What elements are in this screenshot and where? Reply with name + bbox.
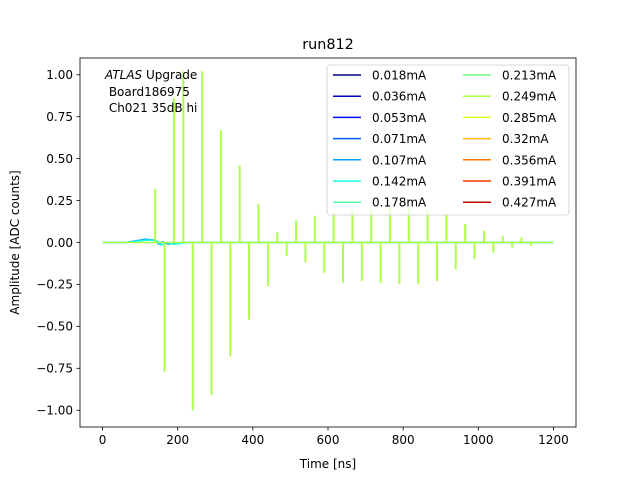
x-tick-label: 400	[241, 433, 264, 447]
x-axis-label: Time [ns]	[299, 457, 356, 471]
legend-label: 0.053mA	[372, 111, 427, 125]
legend-label: 0.356mA	[502, 153, 557, 167]
legend: 0.018mA 0.036mA 0.053mA 0.071mA 0.107mA 0.142…	[326, 64, 570, 216]
legend-label: 0.107mA	[372, 153, 427, 167]
y-tick-label: −0.75	[36, 362, 73, 376]
svg-text:ATLAS Upgrade: ATLAS Upgrade	[104, 68, 197, 82]
y-axis-ticks: −1.00 −0.75 −0.50 −0.25 0.00 0.25 0.50 0.75 1.00	[36, 68, 80, 418]
data-lines	[102, 71, 554, 411]
x-tick-label: 1200	[538, 433, 569, 447]
legend-label: 0.32mA	[502, 132, 549, 146]
x-tick-label: 1000	[463, 433, 494, 447]
y-tick-label: 0.00	[46, 236, 73, 250]
annotation-atlas: ATLAS	[104, 68, 143, 82]
legend-label: 0.018mA	[372, 69, 427, 83]
y-tick-label: 1.00	[46, 68, 73, 82]
annotation-upgrade: Upgrade	[142, 68, 197, 82]
x-tick-label: 600	[317, 433, 340, 447]
legend-label: 0.178mA	[372, 196, 427, 210]
y-tick-label: 0.25	[46, 194, 73, 208]
x-tick-label: 0	[99, 433, 107, 447]
legend-label: 0.213mA	[502, 69, 557, 83]
legend-label: 0.036mA	[372, 90, 427, 104]
legend-label: 0.285mA	[502, 111, 557, 125]
annotation-channel: Ch021 35dB hi	[105, 101, 197, 115]
legend-label: 0.427mA	[502, 196, 557, 210]
legend-box	[326, 64, 570, 216]
legend-entries: 0.018mA 0.036mA 0.053mA 0.071mA 0.107mA 0.142…	[333, 69, 557, 210]
y-tick-label: −1.00	[36, 404, 73, 418]
chart-title: run812	[302, 37, 354, 53]
y-tick-label: −0.50	[36, 320, 73, 334]
x-axis-ticks: 0 200 400 600 800 1000 1200	[99, 427, 569, 447]
y-axis-label: Amplitude [ADC counts]	[8, 170, 22, 314]
legend-label: 0.249mA	[502, 90, 557, 104]
legend-label: 0.071mA	[372, 132, 427, 146]
x-tick-label: 200	[166, 433, 189, 447]
y-tick-label: 0.75	[46, 110, 73, 124]
legend-label: 0.142mA	[372, 175, 427, 189]
legend-label: 0.391mA	[502, 175, 557, 189]
annotation-board: Board186975	[105, 85, 190, 99]
x-tick-label: 800	[392, 433, 415, 447]
y-tick-label: 0.50	[46, 152, 73, 166]
y-tick-label: −0.25	[36, 278, 73, 292]
plot-area	[79, 57, 577, 428]
annotation-text: ATLAS Upgrade Board186975 Ch021 35dB hi	[104, 68, 197, 115]
